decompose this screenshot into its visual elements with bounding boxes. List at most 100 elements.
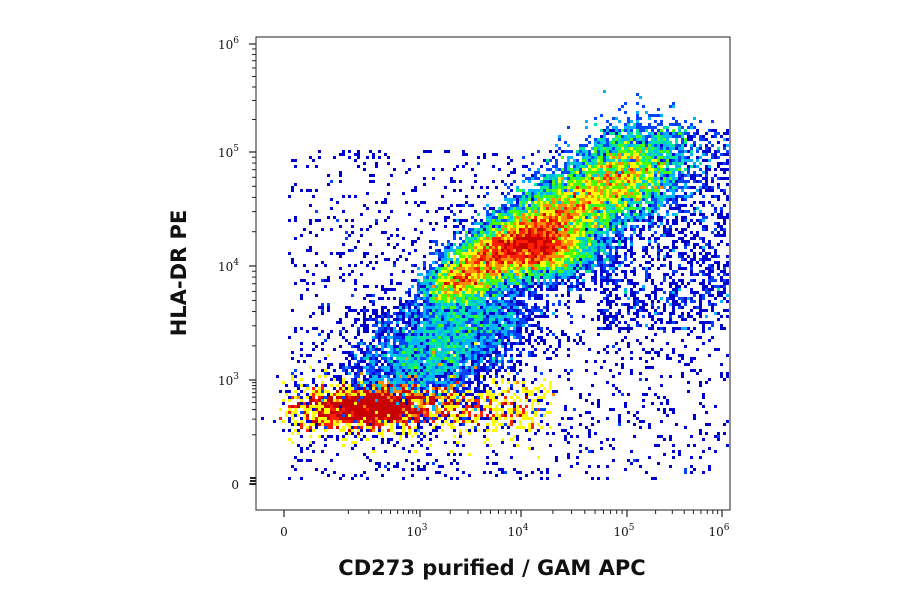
density-cell: [543, 273, 546, 276]
density-cell: [447, 288, 450, 291]
density-cell: [672, 171, 675, 174]
density-cell: [606, 177, 609, 180]
density-cell: [525, 225, 528, 228]
density-cell: [387, 345, 390, 348]
density-cell: [552, 216, 555, 219]
density-cell: [318, 417, 321, 420]
density-cell: [585, 177, 588, 180]
density-cell: [369, 420, 372, 423]
density-cell: [708, 159, 711, 162]
density-cell: [447, 399, 450, 402]
density-cell: [471, 273, 474, 276]
density-cell: [579, 228, 582, 231]
density-cell: [618, 204, 621, 207]
density-cell: [579, 276, 582, 279]
density-cell: [633, 201, 636, 204]
density-cell: [411, 315, 414, 318]
density-cell: [531, 207, 534, 210]
density-cell: [672, 156, 675, 159]
density-cell: [375, 420, 378, 423]
density-cell: [459, 264, 462, 267]
density-cell: [483, 342, 486, 345]
density-cell: [639, 96, 642, 99]
density-cell: [564, 177, 567, 180]
density-cell: [411, 318, 414, 321]
density-cell: [606, 126, 609, 129]
density-cell: [483, 291, 486, 294]
density-cell: [582, 237, 585, 240]
density-cell: [489, 348, 492, 351]
density-cell: [468, 300, 471, 303]
density-cell: [453, 375, 456, 378]
density-cell: [402, 402, 405, 405]
density-cell: [462, 285, 465, 288]
density-cell: [324, 390, 327, 393]
density-cell: [570, 180, 573, 183]
density-cell: [420, 312, 423, 315]
density-cell: [672, 129, 675, 132]
density-cell: [513, 267, 516, 270]
density-cell: [687, 159, 690, 162]
density-cell: [372, 408, 375, 411]
density-cell: [582, 285, 585, 288]
density-cell: [441, 285, 444, 288]
density-cell: [408, 339, 411, 342]
density-cell: [609, 195, 612, 198]
density-cell: [435, 312, 438, 315]
density-cell: [492, 423, 495, 426]
density-cell: [426, 360, 429, 363]
density-cell: [432, 240, 435, 243]
density-cell: [363, 417, 366, 420]
density-cell: [645, 195, 648, 198]
density-cell: [579, 144, 582, 147]
density-cell: [429, 378, 432, 381]
density-cell: [591, 258, 594, 261]
density-cell: [471, 306, 474, 309]
density-cell: [471, 258, 474, 261]
density-cell: [357, 342, 360, 345]
density-cell: [603, 267, 606, 270]
density-cell: [651, 150, 654, 153]
density-cell: [459, 417, 462, 420]
density-cell: [543, 192, 546, 195]
density-cell: [414, 339, 417, 342]
density-cell: [399, 384, 402, 387]
density-cell: [570, 150, 573, 153]
density-cell: [630, 156, 633, 159]
density-cell: [606, 150, 609, 153]
density-cell: [468, 345, 471, 348]
density-cell: [375, 393, 378, 396]
density-cell: [507, 240, 510, 243]
density-cell: [522, 342, 525, 345]
density-cell: [600, 234, 603, 237]
density-cell: [627, 171, 630, 174]
density-cell: [654, 162, 657, 165]
density-cell: [684, 138, 687, 141]
density-cell: [510, 321, 513, 324]
density-cell: [375, 324, 378, 327]
density-cell: [450, 393, 453, 396]
density-cell: [642, 213, 645, 216]
density-cell: [411, 372, 414, 375]
density-cell: [528, 204, 531, 207]
density-cell: [351, 351, 354, 354]
density-cell: [516, 282, 519, 285]
density-cell: [612, 147, 615, 150]
density-cell: [588, 162, 591, 165]
density-cell: [456, 294, 459, 297]
density-cell: [546, 180, 549, 183]
density-cell: [303, 408, 306, 411]
density-cell: [285, 414, 288, 417]
density-cell: [573, 216, 576, 219]
density-cell: [402, 387, 405, 390]
density-cell: [477, 414, 480, 417]
density-cell: [513, 243, 516, 246]
density-cell: [543, 225, 546, 228]
density-cell: [630, 204, 633, 207]
density-cell: [624, 219, 627, 222]
density-cell: [522, 267, 525, 270]
density-cell: [501, 402, 504, 405]
density-cell: [621, 237, 624, 240]
density-cell: [576, 258, 579, 261]
density-cell: [321, 384, 324, 387]
